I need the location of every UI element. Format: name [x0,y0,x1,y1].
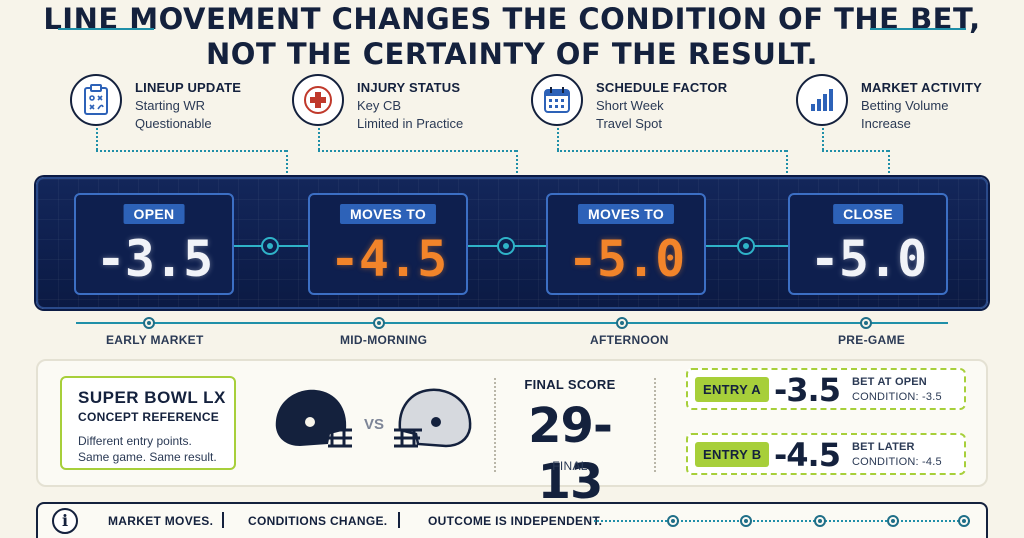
vs-label: VS [364,416,385,433]
factor-title: SCHEDULE FACTOR [596,80,728,95]
panel-label: OPEN [123,204,185,224]
info-icon: i [52,508,78,534]
factor-connector [822,150,888,152]
entry-a: ENTRY A -3.5 BET AT OPEN CONDITION: -3.5 [686,368,966,410]
card-divider [654,378,656,472]
factor-detail: Limited in Practice [357,116,464,131]
footer-node [958,515,970,527]
footer-node [667,515,679,527]
factor-lineup-update: LINEUP UPDATE Starting WR Questionable [70,74,241,131]
factor-connector [888,150,890,177]
timeline-label: MID-MORNING [340,333,428,347]
panel-label: MOVES TO [577,204,675,224]
factor-connector [96,150,286,152]
final-score-label: FINAL SCORE [524,377,616,392]
final-score: 29-13 [528,398,613,510]
factor-detail: Increase [861,116,911,131]
footer-item: OUTCOME IS INDEPENDENT. [428,514,603,528]
factor-detail: Starting WR [135,98,206,113]
footer-separator [398,512,400,528]
card-divider [494,378,496,472]
panel-close: CLOSE -5.0 [788,193,948,295]
factor-detail: Questionable [135,116,212,131]
timeline-label: PRE-GAME [838,333,906,347]
footer-separator [222,512,224,528]
panel-label: MOVES TO [339,204,437,224]
factor-connector [286,150,288,177]
entry-b: ENTRY B -4.5 BET LATER CONDITION: -4.5 [686,433,966,475]
panel-moves-to-1: MOVES TO -4.5 [308,193,468,295]
factor-connector [786,150,788,177]
footer-node [814,515,826,527]
footer-item: CONDITIONS CHANGE. [248,514,388,528]
factor-market-activity: MARKET ACTIVITY Betting Volume Increase [796,74,982,131]
board-node [261,237,279,255]
entry-condition: CONDITION: -4.5 [852,456,942,468]
factor-connector [318,128,320,150]
panel-value: -4.5 [329,230,447,288]
factor-detail: Travel Spot [596,116,662,131]
factor-detail: Short Week [596,98,664,113]
calendar-icon [531,74,583,126]
footer-item: MARKET MOVES. [108,514,214,528]
concept-text: Same game. Same result. [78,450,217,464]
entry-tag: ENTRY A [695,377,769,402]
helmet-home-icon [270,384,354,465]
board-node [497,237,515,255]
footer-node [740,515,752,527]
entry-value: -4.5 [774,436,841,474]
timeline-label: EARLY MARKET [106,333,204,347]
entry-note: BET LATER [852,441,915,453]
factor-title: INJURY STATUS [357,80,461,95]
factor-detail: Key CB [357,98,402,113]
timeline-line [76,322,948,324]
timeline-node [616,317,628,329]
board-node [737,237,755,255]
factor-connector [516,150,518,177]
medical-cross-icon [292,74,344,126]
factor-connector [557,128,559,150]
headline-line-2: not the certainty of the result. [206,37,818,71]
headline: Line movement changes the condition of t… [0,2,1024,72]
headline-line-1: Line movement changes the condition of t… [43,2,981,36]
factor-connector [96,128,98,150]
panel-value: -5.0 [809,230,927,288]
timeline-node [143,317,155,329]
entry-condition: CONDITION: -3.5 [852,391,942,403]
clipboard-icon [70,74,122,126]
factor-connector [557,150,786,152]
factor-title: LINEUP UPDATE [135,80,242,95]
factor-title: MARKET ACTIVITY [861,80,982,95]
headline-rule-right [870,28,966,30]
final-status: FINAL [552,459,588,473]
entry-value: -3.5 [774,371,841,409]
timeline-label: AFTERNOON [590,333,669,347]
panel-moves-to-2: MOVES TO -5.0 [546,193,706,295]
panel-value: -5.0 [567,230,685,288]
factor-schedule: SCHEDULE FACTOR Short Week Travel Spot [531,74,727,131]
timeline-node [860,317,872,329]
factor-connector [318,150,516,152]
concept-title: SUPER BOWL LX [78,388,226,407]
entry-note: BET AT OPEN [852,376,927,388]
factor-injury-status: INJURY STATUS Key CB Limited in Practice [292,74,463,131]
panel-label: CLOSE [833,204,903,224]
timeline-node [373,317,385,329]
headline-rule-left [58,28,154,30]
helmet-away-icon [392,384,476,465]
concept-text: Different entry points. [78,434,192,448]
panel-value: -3.5 [95,230,213,288]
concept-reference: SUPER BOWL LX CONCEPT REFERENCE Differen… [60,376,236,470]
footer-node [887,515,899,527]
footer-dotted-line [594,520,970,522]
entry-tag: ENTRY B [695,442,770,467]
panel-open: OPEN -3.5 [74,193,234,295]
factor-detail: Betting Volume [861,98,949,113]
factor-connector [822,128,824,150]
bar-chart-icon [796,74,848,126]
concept-subtitle: CONCEPT REFERENCE [78,410,220,424]
